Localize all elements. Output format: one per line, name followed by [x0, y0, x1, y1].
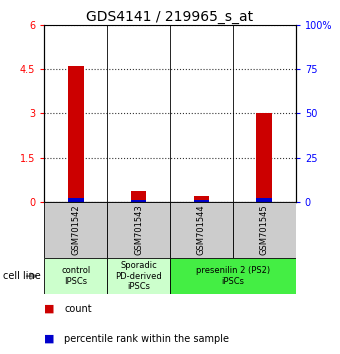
- Text: control
IPSCs: control IPSCs: [61, 267, 90, 286]
- Text: Sporadic
PD-derived
iPSCs: Sporadic PD-derived iPSCs: [115, 261, 162, 291]
- Text: count: count: [64, 304, 92, 314]
- Bar: [233, 202, 296, 258]
- Bar: [68, 66, 84, 202]
- Title: GDS4141 / 219965_s_at: GDS4141 / 219965_s_at: [86, 10, 254, 24]
- Text: presenilin 2 (PS2)
iPSCs: presenilin 2 (PS2) iPSCs: [196, 267, 270, 286]
- Text: GSM701542: GSM701542: [71, 205, 80, 256]
- Text: ■: ■: [44, 304, 55, 314]
- Bar: [170, 202, 233, 258]
- Text: GSM701545: GSM701545: [260, 205, 269, 256]
- Bar: [107, 202, 170, 258]
- Bar: [193, 200, 209, 202]
- Bar: [131, 192, 147, 202]
- Text: ■: ■: [44, 334, 55, 344]
- Text: percentile rank within the sample: percentile rank within the sample: [64, 334, 229, 344]
- Bar: [193, 196, 209, 202]
- Bar: [68, 198, 84, 202]
- Bar: [256, 113, 272, 202]
- Bar: [107, 258, 170, 294]
- Text: cell line: cell line: [3, 271, 41, 281]
- Bar: [131, 200, 147, 202]
- Bar: [44, 202, 107, 258]
- Bar: [256, 198, 272, 202]
- Bar: [170, 258, 296, 294]
- Text: GSM701543: GSM701543: [134, 205, 143, 256]
- Bar: [44, 258, 107, 294]
- Text: GSM701544: GSM701544: [197, 205, 206, 256]
